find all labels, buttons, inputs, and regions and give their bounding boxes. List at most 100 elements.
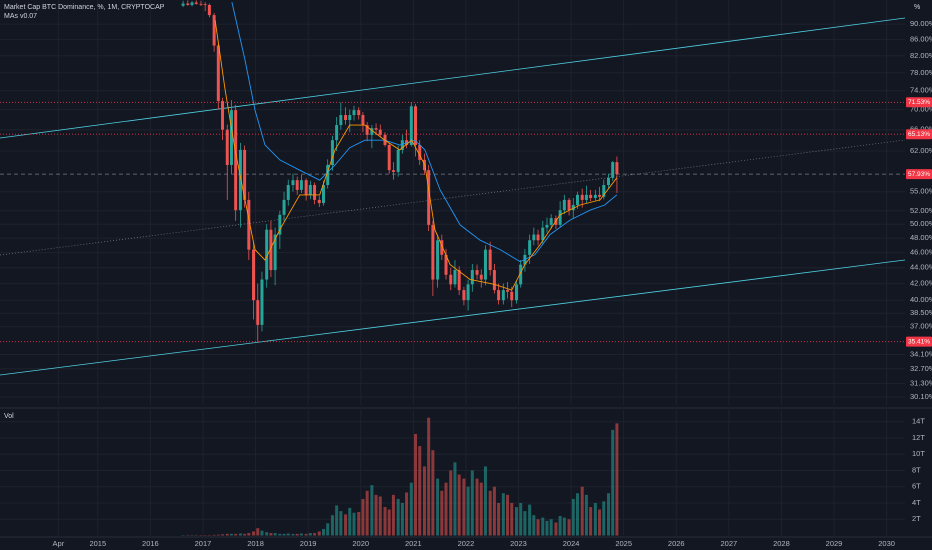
candle-body — [396, 149, 400, 172]
volume-bar — [532, 515, 536, 536]
volume-bar — [370, 485, 374, 536]
candle-body — [282, 199, 286, 215]
candle-body — [190, 2, 194, 5]
candle-body — [492, 270, 496, 291]
y-tick-label: 55.00% — [910, 187, 932, 196]
volume-tick-label: 4T — [912, 498, 921, 507]
volume-bar — [344, 514, 348, 536]
candle-body — [558, 210, 562, 225]
candle-body — [207, 4, 211, 16]
volume-bar — [247, 533, 251, 536]
volume-bar — [470, 470, 474, 536]
x-tick-label: 2030 — [878, 539, 895, 548]
volume-bar — [453, 462, 457, 536]
y-tick-label: 50.00% — [910, 219, 932, 228]
candle-body — [286, 185, 290, 200]
volume-bar — [440, 490, 444, 536]
candle-body — [212, 15, 216, 46]
y-tick-label: 44.00% — [910, 263, 932, 272]
candle-body — [326, 164, 330, 186]
volume-bar — [510, 503, 514, 536]
volume-bar — [519, 503, 523, 536]
candle-body — [313, 185, 317, 200]
volume-bar — [514, 507, 518, 536]
candle-body — [181, 3, 185, 6]
candle-body — [536, 234, 540, 241]
x-tick-label: 2022 — [458, 539, 475, 548]
y-tick-label: 32.70% — [910, 364, 932, 373]
volume-bar — [567, 519, 571, 536]
volume-bar — [523, 511, 527, 536]
y-tick-label: 40.00% — [910, 295, 932, 304]
volume-bar — [391, 494, 395, 536]
drawings — [0, 17, 905, 376]
x-tick-label: 2019 — [300, 539, 317, 548]
volume-tick-label: 12T — [912, 433, 925, 442]
volume-bar — [365, 490, 369, 536]
volume-bar — [611, 429, 615, 536]
y-tick-label: 30.10% — [910, 392, 932, 401]
price-line-label-bg — [906, 169, 932, 180]
candle-body — [532, 234, 536, 241]
axis-labels: 90.00% 86.00% 82.00% 78.00% 74.00% 70.00% 66.0… — [53, 19, 932, 548]
candle-body — [488, 249, 492, 271]
y-tick-label: 66.00% — [910, 125, 932, 134]
candle-body — [444, 254, 448, 275]
volume-bar — [234, 533, 238, 536]
volume-bar — [321, 529, 325, 536]
candle-body — [519, 264, 523, 285]
x-tick-label: 2016 — [142, 539, 159, 548]
candle-body — [387, 144, 391, 171]
volume-bar — [589, 507, 593, 536]
candle-body — [256, 300, 260, 325]
volume-bar — [501, 493, 505, 536]
volume-bar — [575, 493, 579, 536]
price-lines — [0, 101, 905, 343]
y-tick-label: 90.00% — [910, 19, 932, 28]
volume-bar — [269, 533, 273, 536]
volume-bar — [562, 517, 566, 536]
chart-title: Market Cap BTC Dominance, %, 1M, CRYPTOC… — [4, 4, 165, 11]
candle-body — [414, 106, 418, 145]
volume-bar — [304, 533, 308, 536]
volume-bar — [357, 511, 361, 536]
candle-body — [229, 110, 233, 165]
y-tick-label: 86.00% — [910, 35, 932, 44]
candle-body — [308, 185, 312, 195]
volume-bar — [462, 478, 466, 536]
volume-bar — [483, 466, 487, 536]
candle-body — [562, 199, 566, 211]
volume-bars — [181, 417, 619, 536]
candle-body — [418, 144, 422, 160]
candle-body — [234, 110, 238, 211]
volume-label: Vol — [4, 413, 14, 420]
volume-bar — [593, 503, 597, 536]
candle-body — [580, 194, 584, 200]
candle-body — [186, 3, 190, 5]
volume-bar — [361, 498, 365, 536]
volume-bar — [291, 533, 295, 536]
y-tick-label: 31.30% — [910, 379, 932, 388]
volume-bar — [422, 466, 426, 536]
volume-bar — [396, 498, 400, 536]
volume-bar — [584, 494, 588, 536]
channel-middle — [0, 139, 905, 256]
volume-bar — [225, 533, 229, 536]
volume-bar — [427, 417, 431, 536]
candle-body — [571, 205, 575, 211]
candle-body — [470, 270, 474, 285]
candle-body — [501, 290, 505, 301]
volume-bar — [506, 494, 510, 536]
candle-body — [247, 199, 251, 250]
x-tick-label: 2024 — [563, 539, 580, 548]
volume-bar — [252, 531, 256, 536]
channel-lower — [0, 259, 905, 376]
volume-bar — [607, 493, 611, 536]
price-line-label: 65.13% — [908, 131, 930, 138]
candle-body — [549, 218, 553, 225]
volume-bar — [313, 533, 317, 536]
candle-body — [545, 224, 549, 228]
volume-bar — [571, 498, 575, 536]
